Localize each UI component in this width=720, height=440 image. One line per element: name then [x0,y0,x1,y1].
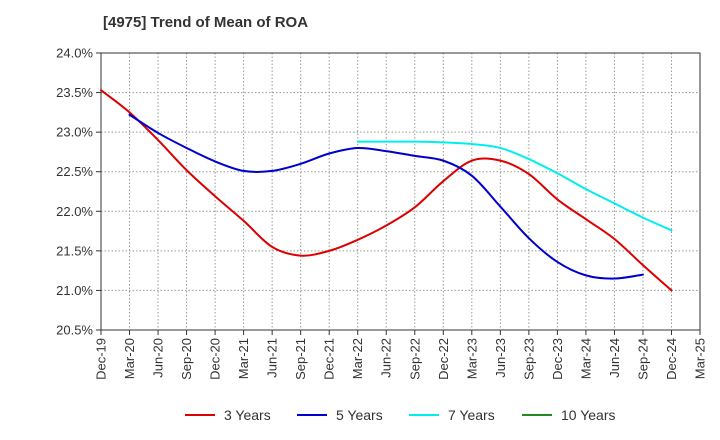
x-tick-label: Mar-22 [350,338,365,379]
x-tick-label: Dec-20 [208,338,223,380]
x-tick-label: Dec-24 [664,338,679,380]
legend-label: 5 Years [336,407,383,423]
legend-label: 3 Years [224,407,271,423]
x-tick-label: Jun-23 [493,338,508,378]
x-tick-label: Dec-23 [550,338,565,380]
x-tick-label: Jun-24 [607,338,622,378]
x-tick-label: Sep-21 [293,338,308,380]
legend-item-10-years: 10 Years [522,403,616,427]
x-tick-label: Mar-20 [122,338,137,379]
series-line-3-years [100,89,673,292]
x-tick-label: Mar-25 [693,338,708,379]
legend-item-5-years: 5 Years [297,403,383,427]
series-lines [100,89,673,292]
legend-item-3-years: 3 Years [185,403,271,427]
legend-item-7-years: 7 Years [409,403,495,427]
plot-frame [100,52,701,331]
y-tick-label: 24.0% [56,46,93,61]
y-tick-label: 22.0% [56,204,93,219]
x-tick-label: Jun-21 [265,338,280,378]
y-tick-label: 21.5% [56,243,93,258]
legend-swatch [297,414,327,416]
x-tick-label: Sep-23 [521,338,536,380]
legend-swatch [185,414,215,416]
y-tick-label: 22.5% [56,164,93,179]
x-tick-label: Mar-23 [464,338,479,379]
y-tick-label: 23.0% [56,125,93,140]
legend-label: 7 Years [448,407,495,423]
x-tick-label: Mar-21 [236,338,251,379]
x-tick-label: Sep-22 [407,338,422,380]
axes: 20.5% 21.0% 21.5% 22.0% 22.5% 23.0% 23.5% 24.0%… [56,46,707,380]
x-tick-label: Dec-19 [94,338,109,380]
x-tick-label: Jun-22 [379,338,394,378]
chart-title: [4975] Trend of Mean of ROA [103,14,309,31]
y-tick-label: 21.0% [56,283,93,298]
grid-lines [101,53,700,330]
y-tick-label: 23.5% [56,85,93,100]
x-tick-label: Jun-20 [151,338,166,378]
series-line-7-years [356,140,673,232]
x-tick-label: Mar-24 [578,338,593,379]
legend-label: 10 Years [561,407,616,423]
x-tick-label: Dec-21 [322,338,337,380]
legend-swatch [522,414,552,416]
legend-swatch [409,414,439,416]
x-tick-label: Sep-20 [179,338,194,380]
y-tick-label: 20.5% [56,323,93,338]
series-line-5-years [128,113,644,280]
x-tick-label: Sep-24 [635,338,650,380]
chart-legend: 3 Years 5 Years 7 Years 10 Years [0,403,720,427]
x-tick-label: Dec-22 [436,338,451,380]
